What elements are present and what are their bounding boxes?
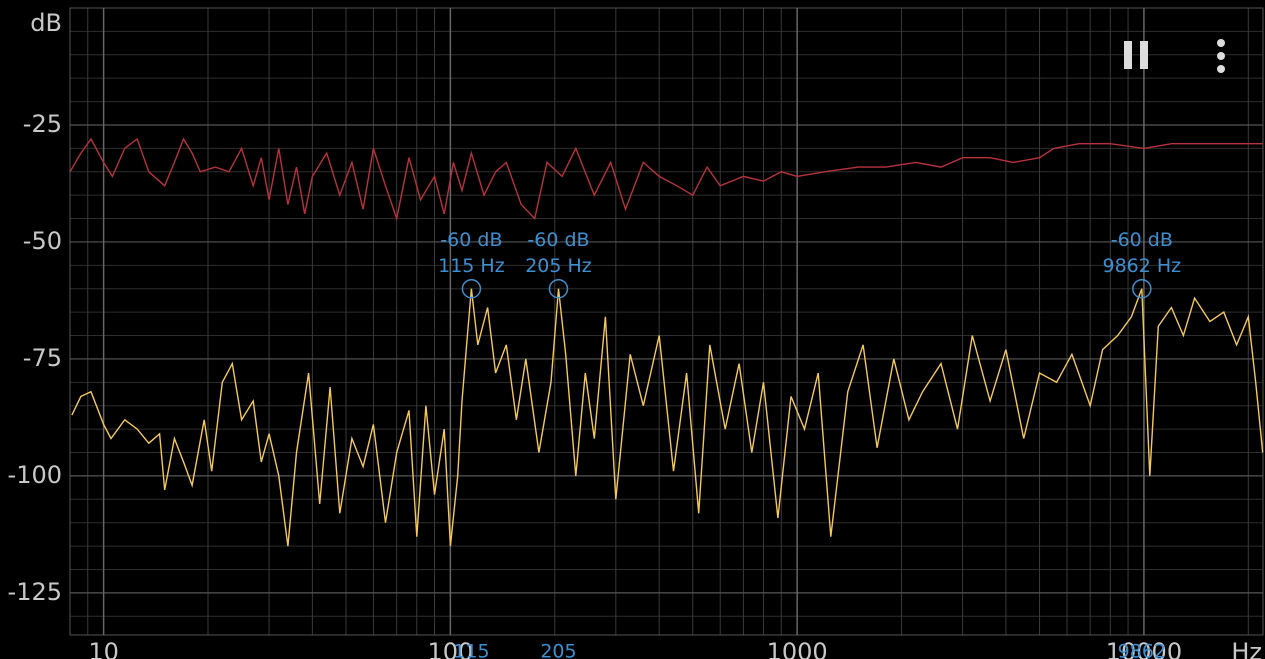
spectrum-line (69, 137, 1263, 222)
x-tick-label: 10 (88, 638, 119, 659)
peak-marker (1132, 278, 1152, 299)
grid (69, 7, 1264, 636)
peak-db-label: -60 dB (1111, 229, 1173, 251)
pause-bar (1140, 41, 1148, 69)
peak-hz-label: 9862 Hz (1102, 255, 1181, 277)
peak-db-label: -60 dB (440, 229, 502, 251)
menu-dot (1217, 39, 1225, 47)
pause-bar (1124, 41, 1132, 69)
peak-marker (461, 278, 482, 299)
plot (69, 137, 1264, 547)
pause-button[interactable] (1124, 41, 1148, 69)
peak-axis-label: 9862 (1118, 641, 1166, 659)
peak-db-label: -60 dB (527, 229, 589, 251)
peak-hz-label: 115 Hz (438, 255, 505, 277)
y-axis-label: dB (30, 9, 62, 37)
peak-hz-label: 205 Hz (525, 255, 592, 277)
y-tick-label: -75 (23, 344, 62, 372)
y-tick-label: -125 (8, 578, 62, 606)
peak-axis-label: 115 (453, 641, 489, 659)
peak-marker (548, 278, 569, 299)
y-tick-label: -50 (23, 227, 62, 255)
y-tick-label: -25 (23, 110, 62, 138)
spectrum-line (71, 288, 1264, 547)
x-tick-label: 10000 (1106, 638, 1182, 659)
x-axis-label: Hz (1231, 638, 1262, 659)
menu-button[interactable] (1217, 39, 1225, 73)
x-tick-label: 1000 (767, 638, 828, 659)
menu-dot (1217, 52, 1225, 60)
plot-frame (69, 7, 1264, 636)
menu-dot (1217, 65, 1225, 73)
y-tick-label: -100 (8, 461, 62, 489)
peak-axis-label: 205 (540, 641, 576, 659)
x-tick-label: 100 (427, 638, 473, 659)
